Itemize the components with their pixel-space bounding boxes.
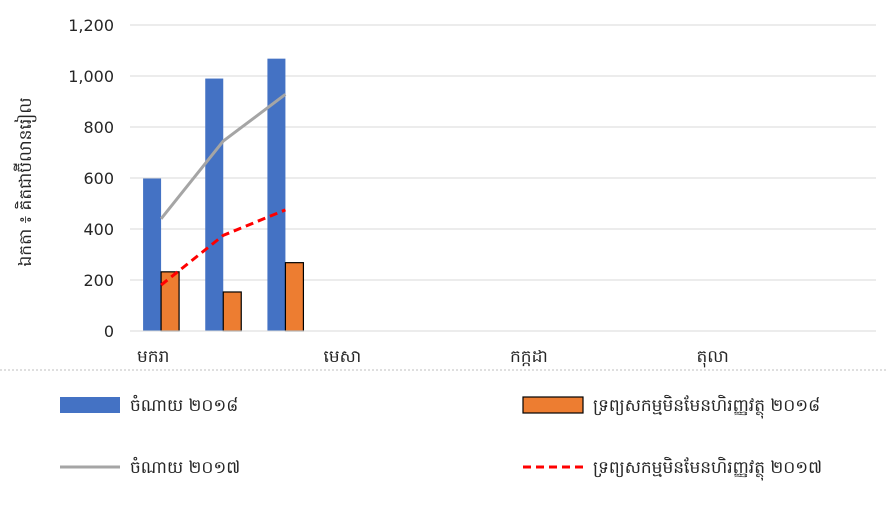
x-tick-label: តុលា xyxy=(697,347,729,368)
y-axis-label: ឯកតា ៖ គិតជាប៊ីលានរៀល xyxy=(13,97,37,266)
y-tick-label: 400 xyxy=(83,220,114,239)
legend-label: ចំណាយ ២០១៨ xyxy=(130,394,238,416)
legend-label: ចំណាយ ២០១៧ xyxy=(130,456,240,478)
bars xyxy=(143,58,305,332)
y-tick-label: 200 xyxy=(83,271,114,290)
axes: 0 200 400 600 800 1,000 1,200 មករា មេសា កក្កដា តុល… xyxy=(68,16,876,368)
series-line xyxy=(159,93,287,220)
legend-label: ទ្រព្យសកម្មមិនមែនហិរញ្ញវត្ថុ ២០១៧ xyxy=(593,456,822,481)
x-tick-label: មករា xyxy=(137,347,169,367)
bar xyxy=(143,178,162,331)
x-tick-label: មេសា xyxy=(324,347,362,367)
legend-label: ទ្រព្យសកម្មមិនមែនហិរញ្ញវត្ថុ ២០១៨ xyxy=(593,394,820,419)
y-tick-label: 0 xyxy=(104,322,114,341)
legend: ចំណាយ ២០១៨ទ្រព្យសកម្មមិនមែនហិរញ្ញវត្ថុ ២… xyxy=(60,394,822,481)
bar xyxy=(160,271,180,332)
legend-swatch xyxy=(60,397,120,413)
bar xyxy=(267,58,286,331)
series-lines xyxy=(159,93,287,287)
y-tick-label: 1,200 xyxy=(68,16,114,35)
bar xyxy=(205,78,224,331)
x-tick-label: កក្កដា xyxy=(510,347,548,367)
series-line xyxy=(160,208,286,287)
bar xyxy=(222,291,242,332)
legend-swatch xyxy=(522,396,584,414)
bar xyxy=(284,262,305,332)
gridlines xyxy=(130,24,876,281)
y-tick-label: 1,000 xyxy=(68,67,114,86)
y-tick-label: 800 xyxy=(83,118,114,137)
y-tick-label: 600 xyxy=(83,169,114,188)
